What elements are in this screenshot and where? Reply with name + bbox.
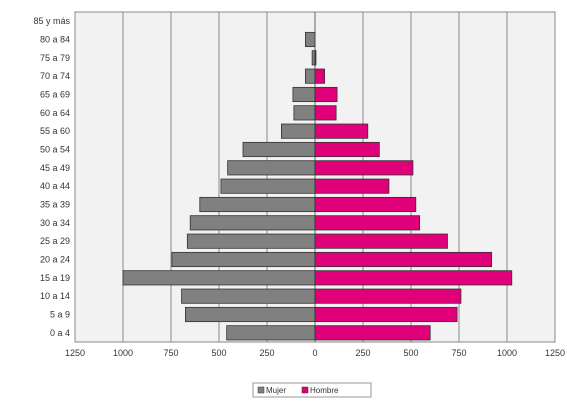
y-tick-label: 25 a 29: [40, 236, 70, 246]
bar-mujer: [304, 68, 316, 84]
bar-hombre: [314, 270, 513, 286]
bar-mujer: [184, 306, 316, 323]
x-tick-label: 250: [355, 348, 370, 358]
x-tick-label: 500: [211, 348, 226, 358]
bar-hombre: [314, 141, 380, 158]
bar-hombre: [314, 288, 462, 304]
bar-mujer: [292, 86, 316, 103]
bar-hombre: [314, 86, 338, 103]
bar-hombre: [314, 196, 417, 213]
x-tick-label: 1000: [113, 348, 133, 358]
bar-mujer: [280, 123, 316, 139]
legend-label-mujer: Mujer: [266, 386, 286, 395]
y-tick-label: 50 a 54: [40, 145, 70, 155]
bar-mujer: [293, 105, 316, 121]
bar-hombre: [314, 105, 337, 121]
grid-lines: [122, 12, 508, 342]
y-tick-label: 80 a 84: [40, 35, 70, 45]
bar-mujer: [304, 31, 316, 48]
legend: Mujer Hombre: [252, 382, 372, 398]
y-tick-label: 65 a 69: [40, 90, 70, 100]
bar-hombre: [314, 123, 369, 139]
x-tick-label: 1250: [545, 348, 565, 358]
y-tick-label: 10 a 14: [40, 291, 70, 301]
x-tick-label: 750: [163, 348, 178, 358]
legend-swatch-mujer: [257, 386, 265, 394]
x-tick-label: 250: [259, 348, 274, 358]
y-tick-label: 15 a 19: [40, 273, 70, 283]
y-tick-label: 5 a 9: [50, 310, 70, 320]
y-tick-label: 35 a 39: [40, 200, 70, 210]
x-tick-label: 750: [451, 348, 466, 358]
bar-mujer: [226, 325, 316, 341]
bar-mujer: [227, 160, 316, 176]
bar-hombre: [314, 325, 431, 341]
y-tick-label: 30 a 34: [40, 218, 70, 228]
y-tick-label: 75 a 79: [40, 53, 70, 63]
bar-hombre: [314, 160, 414, 176]
y-tick-label: 20 a 24: [40, 255, 70, 265]
y-tick-label: 40 a 44: [40, 181, 70, 191]
x-tick-label: 1250: [65, 348, 85, 358]
y-tick-label: 0 a 4: [50, 328, 70, 338]
y-axis-labels: 0 a 4 5 a 9 10 a 14 15 a 19 20 a 24 25 a 29 30…: [33, 16, 70, 338]
bar-mujer: [186, 233, 316, 249]
bar-hombre: [314, 233, 448, 249]
legend-swatch-hombre: [301, 386, 309, 394]
bar-hombre: [314, 50, 317, 66]
legend-label-hombre: Hombre: [310, 386, 339, 395]
bar-hombre: [314, 68, 326, 84]
bar-mujer: [311, 50, 316, 66]
y-tick-label: 60 a 64: [40, 108, 70, 118]
y-tick-label: 85 y más: [33, 16, 70, 26]
legend-box: [252, 382, 372, 398]
x-axis-labels: 1250 1000 750 500 250 0 250 500 750 1000 1250: [65, 348, 565, 358]
bar-hombre: [314, 178, 390, 194]
y-tick-label: 55 a 60: [40, 126, 70, 136]
bar-hombre: [314, 215, 421, 231]
bar-mujer: [122, 270, 316, 286]
bar-hombre: [314, 251, 493, 268]
bar-mujer: [220, 178, 316, 194]
x-tick-label: 1000: [497, 348, 517, 358]
x-tick-label: 500: [403, 348, 418, 358]
y-tick-label: 70 a 74: [40, 71, 70, 81]
bar-mujer: [171, 251, 316, 268]
bar-mujer: [189, 215, 316, 231]
y-tick-label: 45 a 49: [40, 163, 70, 173]
bar-mujer: [199, 196, 316, 213]
x-tick-label: 0: [312, 348, 317, 358]
bar-mujer: [242, 141, 316, 158]
bar-hombre: [314, 306, 458, 323]
bar-mujer: [181, 288, 316, 304]
bars: [122, 31, 513, 341]
